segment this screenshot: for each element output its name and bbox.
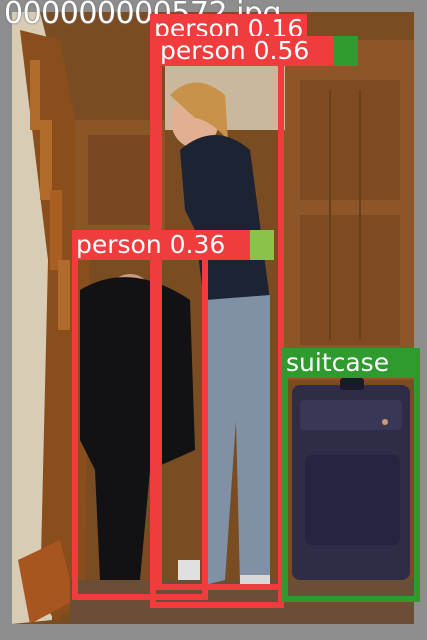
detection-label-text: person	[160, 36, 246, 65]
detection-label-accent	[250, 230, 274, 260]
detection-confidence: 0.36	[169, 230, 226, 259]
detection-label-person-3: person 0.36	[72, 230, 252, 260]
detection-label-text: suitcase	[286, 348, 390, 377]
wood-door	[75, 40, 414, 380]
suitcase	[292, 378, 410, 580]
detection-confidence: 0.56	[253, 36, 310, 65]
detection-label-suitcase: suitcase	[282, 348, 420, 378]
detection-label-person-2: person 0.56	[156, 36, 336, 66]
detection-label-text: person	[76, 230, 162, 259]
detection-box-person-3	[72, 232, 208, 600]
detection-box-suitcase	[282, 352, 420, 602]
bending-person	[80, 274, 200, 580]
detection-label-accent	[334, 36, 358, 66]
